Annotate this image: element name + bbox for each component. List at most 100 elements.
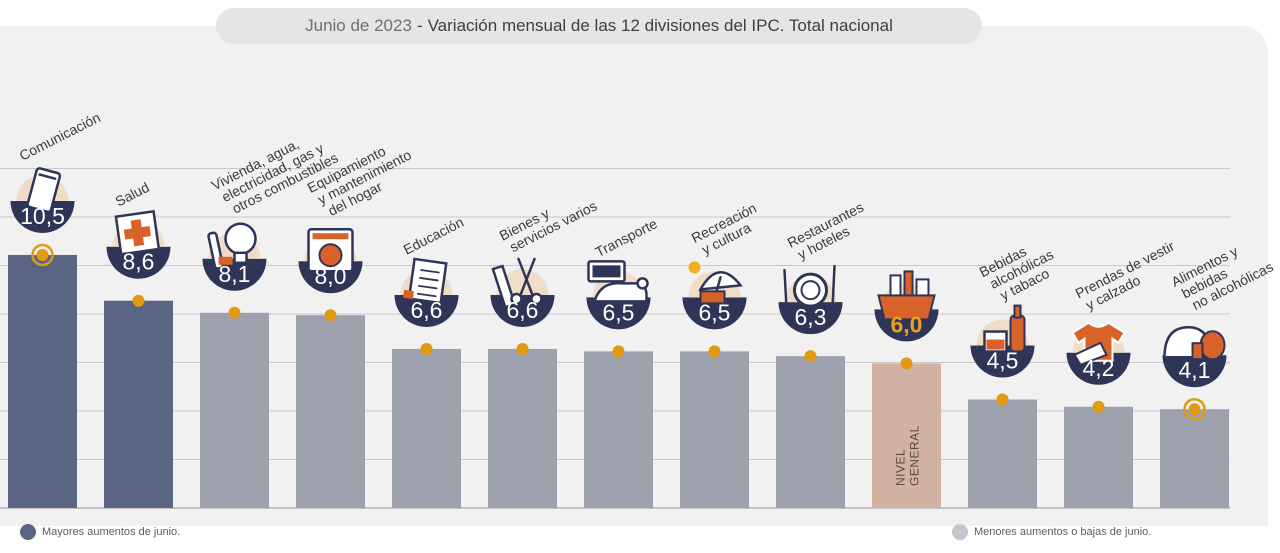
- legend-lower: Menores aumentos o bajas de junio.: [952, 524, 1151, 540]
- value-marker: [804, 350, 817, 363]
- scissors-comb-icon: [491, 257, 543, 309]
- legend-swatch-lower: [952, 524, 968, 540]
- value-badge: [10, 200, 75, 233]
- value-label: 4,5: [987, 348, 1019, 374]
- legend-swatch-higher: [20, 524, 36, 540]
- value-badge: [778, 302, 843, 335]
- value-label: 4,2: [1083, 355, 1115, 381]
- bottle-glass-icon: [983, 304, 1026, 353]
- general-level-label-line: GENERAL: [908, 425, 922, 486]
- value-label: 8,1: [219, 261, 251, 287]
- value-marker: [1188, 403, 1201, 416]
- bar: [680, 351, 749, 508]
- legend-higher: Mayores aumentos de junio.: [20, 524, 180, 540]
- value-marker: [324, 309, 337, 322]
- value-label: 4,1: [1179, 357, 1211, 383]
- category-label-line: Salud: [113, 179, 152, 210]
- category-label: Restaurantesy hoteles: [785, 199, 873, 264]
- sube-card-icon: [587, 260, 649, 303]
- value-badge: [586, 297, 651, 330]
- bar: [296, 315, 365, 508]
- legend-label-lower: Menores aumentos o bajas de junio.: [974, 526, 1152, 538]
- shopping-bag-icon: [877, 270, 936, 321]
- value-label: 6,5: [699, 299, 731, 325]
- bar: [584, 351, 653, 508]
- value-badge: [970, 345, 1035, 378]
- general-level-label-line: NIVEL: [894, 449, 908, 486]
- value-marker-ring: [1183, 397, 1206, 421]
- first-aid-icon: [114, 209, 161, 256]
- bar: [968, 399, 1037, 508]
- category-10: 4,5 Bebidasalcohólicasy tabaco: [968, 233, 1063, 508]
- value-badge: [394, 294, 459, 327]
- lightbulb-icon: [207, 222, 257, 270]
- value-marker: [420, 342, 433, 355]
- category-label-line: Comunicación: [17, 109, 103, 164]
- category-12: 4,1 Alimentos ybebidasno alcohólicas: [1160, 232, 1276, 508]
- value-marker: [708, 345, 721, 358]
- category-label-line: Educación: [401, 214, 467, 258]
- value-marker: [228, 306, 241, 319]
- category-label-line: Transporte: [593, 215, 660, 260]
- category-5: 6,6 Bienes yservicios varios: [488, 184, 600, 508]
- category-label: Bebidasalcohólicasy tabaco: [977, 233, 1063, 307]
- value-label: 10,5: [20, 203, 65, 229]
- category-6: 6,5 Transporte: [584, 215, 660, 508]
- category-11: 4,2 Prendas de vestiry calzado: [1064, 238, 1184, 508]
- bar: [488, 348, 557, 508]
- bar: [200, 312, 269, 508]
- category-7: 6,5 Recreacióny cultura: [680, 200, 766, 508]
- title-separator: -: [416, 16, 423, 35]
- value-marker: [516, 342, 529, 355]
- tshirt-icon: [1071, 321, 1126, 367]
- category-1: 8,6 Salud: [104, 179, 173, 508]
- title-date: Junio de 2023: [305, 16, 412, 35]
- value-marker: [36, 248, 49, 261]
- washing-machine-icon: [307, 227, 354, 273]
- title-text: Variación mensual de las 12 divisiones d…: [427, 16, 893, 35]
- value-marker: [612, 345, 625, 358]
- value-label: 6,0: [891, 311, 923, 337]
- bar: [104, 300, 173, 508]
- value-badge: [682, 297, 747, 330]
- category-9: 6,0 NIVELGENERAL: [872, 270, 941, 508]
- category-label: Salud: [113, 179, 152, 210]
- plate-cutlery-icon: [783, 264, 836, 310]
- food-icon: [1163, 325, 1226, 361]
- legend-label-higher: Mayores aumentos de junio.: [42, 526, 181, 538]
- category-label: Comunicación: [17, 109, 103, 164]
- value-label: 6,6: [507, 297, 539, 323]
- chart-title: Junio de 2023 - Variación mensual de las…: [216, 8, 982, 44]
- bar: [1160, 409, 1229, 508]
- category-label: Alimentos ybebidasno alcohólicas: [1169, 232, 1276, 317]
- category-label: Transporte: [593, 215, 660, 260]
- value-marker-ring: [31, 243, 54, 267]
- value-marker: [996, 393, 1009, 406]
- bar: [872, 363, 941, 508]
- value-label: 6,6: [411, 297, 443, 323]
- bar: [392, 348, 461, 508]
- bar: [8, 254, 77, 508]
- value-label: 6,5: [603, 299, 635, 325]
- notebook-icon: [403, 257, 448, 305]
- beach-umbrella-icon: [688, 261, 743, 307]
- phone-icon: [26, 167, 62, 214]
- value-marker: [900, 357, 913, 370]
- value-marker: [1092, 400, 1105, 413]
- category-8: 6,3 Restaurantesy hoteles: [776, 199, 873, 508]
- value-marker: [132, 294, 145, 307]
- general-level-label: NIVELGENERAL: [894, 425, 922, 486]
- category-label: Recreacióny cultura: [689, 200, 766, 260]
- category-4: 6,6 Educación: [392, 214, 466, 508]
- category-label: Prendas de vestiry calzado: [1073, 238, 1184, 315]
- category-label: Bienes yservicios varios: [497, 184, 600, 257]
- value-label: 8,6: [123, 249, 155, 275]
- value-badge: [1162, 355, 1227, 388]
- bar: [776, 356, 845, 508]
- bar: [1064, 406, 1133, 508]
- category-label: Educación: [401, 214, 467, 258]
- value-label: 6,3: [795, 304, 827, 330]
